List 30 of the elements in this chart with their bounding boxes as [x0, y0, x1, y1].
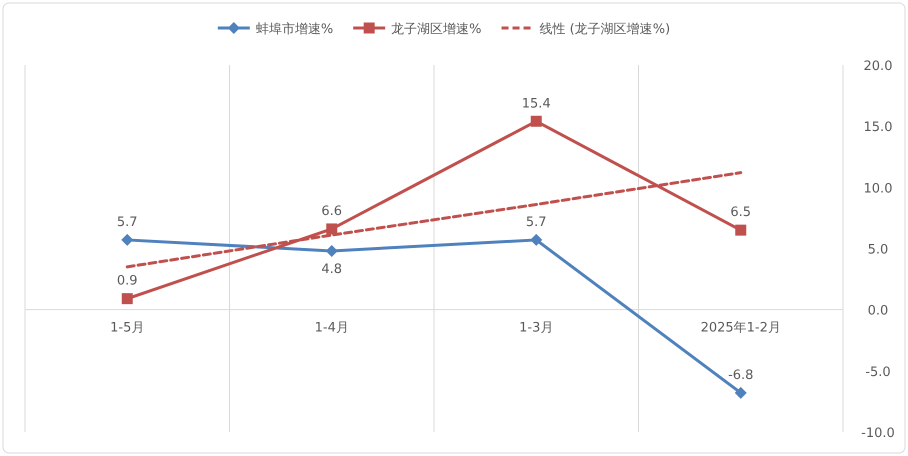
data-label: 6.6 [321, 204, 342, 219]
data-label: 4.8 [321, 262, 342, 277]
y-tick-label: 10.0 [864, 181, 892, 196]
y-tick-label: 20.0 [864, 59, 892, 74]
data-label: 0.9 [116, 274, 138, 289]
x-tick-label: 1-4月 [314, 320, 349, 336]
data-label: 5.7 [526, 214, 547, 230]
point [122, 293, 133, 304]
data-label: 15.4 [522, 96, 551, 112]
data-label: -6.8 [728, 368, 754, 383]
legend-label: 龙子湖区增速% [391, 22, 482, 37]
point [530, 116, 542, 127]
x-tick-label: 2025年1-2月 [700, 320, 781, 336]
point [530, 234, 542, 246]
point [734, 386, 747, 399]
x-tick-label: 1-5月 [110, 320, 144, 336]
point [121, 234, 134, 246]
y-tick-label: 5.0 [868, 242, 888, 258]
y-tick-label: -10.0 [861, 426, 895, 441]
data-label: 5.7 [116, 214, 138, 230]
x-tick-label: 1-3月 [519, 320, 554, 336]
point [326, 223, 338, 234]
y-tick-label: -5.0 [865, 364, 891, 380]
point [735, 224, 746, 236]
y-tick-label: 15.0 [864, 120, 892, 136]
data-label: 6.5 [730, 205, 752, 220]
y-tick-label: 0.0 [868, 304, 888, 319]
legend-label: 线性 (龙子湖区增速%) [540, 22, 670, 37]
legend-label: 蚌埠市增速% [256, 22, 334, 37]
point [326, 244, 338, 257]
